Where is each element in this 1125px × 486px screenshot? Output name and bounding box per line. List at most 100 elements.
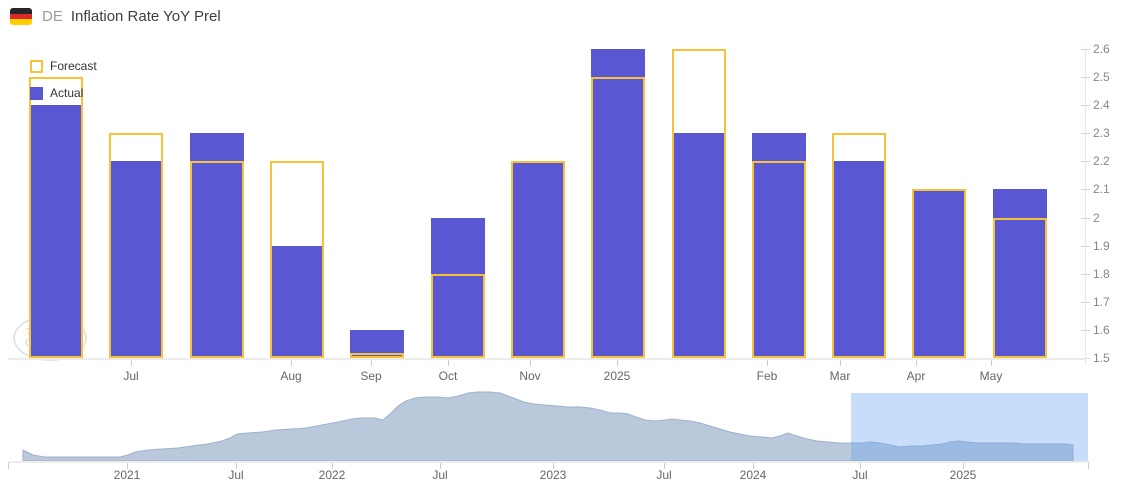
actual-bar[interactable] bbox=[912, 189, 967, 358]
y-axis-tick bbox=[1081, 329, 1090, 331]
y-axis-label: 1.7 bbox=[1093, 294, 1110, 309]
y-axis-label: 1.5 bbox=[1093, 351, 1110, 365]
actual-bar[interactable] bbox=[430, 217, 485, 358]
actual-bar[interactable] bbox=[109, 161, 164, 358]
x-axis-tick bbox=[371, 360, 372, 366]
y-axis-tick bbox=[1081, 105, 1090, 107]
y-axis-line bbox=[1085, 47, 1086, 364]
navigator-axis-label: Jul bbox=[656, 468, 672, 482]
navigator-axis-end-tick bbox=[8, 463, 9, 469]
forecast-bar[interactable] bbox=[992, 217, 1047, 358]
actual-bar[interactable] bbox=[591, 48, 646, 358]
actual-bar[interactable] bbox=[510, 161, 565, 358]
actual-bar[interactable] bbox=[751, 133, 806, 358]
x-axis-label: 2025 bbox=[603, 369, 631, 383]
y-axis-label: 1.8 bbox=[1093, 266, 1110, 281]
range-navigator[interactable]: 2021 Jul 2022 Jul 2023 Jul 2024 Jul 2025 bbox=[0, 390, 1125, 486]
navigator-axis-tick bbox=[963, 463, 964, 469]
actual-bar[interactable] bbox=[189, 133, 244, 358]
y-axis-label: 1.6 bbox=[1093, 322, 1110, 337]
actual-bar[interactable] bbox=[832, 161, 887, 358]
legend-item-actual[interactable]: Actual bbox=[30, 86, 99, 100]
forecast-bar[interactable] bbox=[430, 273, 485, 358]
forecast-bar[interactable] bbox=[832, 133, 887, 358]
y-axis-tick bbox=[1081, 48, 1090, 50]
navigator-area[interactable] bbox=[22, 391, 1074, 462]
y-axis-tick bbox=[1081, 217, 1090, 219]
y-axis-tick bbox=[1081, 161, 1090, 163]
x-axis-label: Sep bbox=[360, 369, 382, 383]
navigator-axis-label: 2024 bbox=[739, 468, 767, 482]
navigator-axis-end-tick bbox=[1088, 463, 1089, 469]
navigator-axis-tick bbox=[332, 463, 333, 469]
y-axis-label: 2.2 bbox=[1093, 154, 1110, 169]
actual-bar[interactable] bbox=[29, 105, 84, 358]
x-axis-label: Oct bbox=[438, 369, 458, 383]
chart-header: DE Inflation Rate YoY Prel bbox=[10, 8, 221, 25]
x-axis-tick bbox=[448, 360, 449, 366]
y-axis-tick bbox=[1081, 189, 1090, 191]
x-axis-tick bbox=[617, 360, 618, 366]
forecast-bar[interactable] bbox=[671, 48, 726, 358]
y-axis-label: 2.5 bbox=[1093, 70, 1110, 84]
x-axis-tick bbox=[767, 360, 768, 366]
x-axis-tick bbox=[840, 360, 841, 366]
navigator-axis-label: 2025 bbox=[949, 468, 977, 482]
y-axis-label: 2 bbox=[1093, 210, 1100, 225]
forecast-bar[interactable] bbox=[350, 353, 405, 358]
navigator-axis-line bbox=[8, 461, 1090, 463]
navigator-axis-label: 2021 bbox=[113, 468, 141, 482]
page-title: Inflation Rate YoY Prel bbox=[70, 8, 221, 25]
forecast-bar[interactable] bbox=[189, 161, 244, 358]
forecast-bar[interactable] bbox=[751, 161, 806, 358]
y-axis-label: 2.1 bbox=[1093, 182, 1110, 197]
x-axis-tick bbox=[291, 360, 292, 366]
bar-series-container bbox=[16, 0, 1060, 358]
y-axis-label: 2.4 bbox=[1093, 98, 1110, 113]
y-axis-tick bbox=[1081, 273, 1090, 275]
forecast-bar[interactable] bbox=[510, 161, 565, 358]
legend-forecast-label: Forecast bbox=[50, 59, 97, 73]
legend-actual-label: Actual bbox=[50, 86, 84, 100]
navigator-axis-label: Jul bbox=[228, 468, 244, 482]
navigator-axis-tick bbox=[440, 463, 441, 469]
navigator-axis-tick bbox=[553, 463, 554, 469]
navigator-axis-label: 2023 bbox=[539, 468, 567, 482]
navigator-axis-tick bbox=[753, 463, 754, 469]
navigator-axis-tick bbox=[860, 463, 861, 469]
navigator-axis-tick bbox=[127, 463, 128, 469]
x-axis-label: Apr bbox=[906, 369, 926, 383]
y-axis-tick bbox=[1081, 301, 1090, 303]
x-axis-tick bbox=[131, 360, 132, 366]
actual-bar[interactable] bbox=[671, 133, 726, 358]
x-axis-tick bbox=[991, 360, 992, 366]
forecast-bar[interactable] bbox=[591, 77, 646, 358]
x-axis-label: Mar bbox=[829, 369, 851, 383]
navigator-axis-tick bbox=[236, 463, 237, 469]
germany-flag-icon bbox=[10, 8, 32, 25]
y-axis-tick bbox=[1081, 245, 1090, 247]
x-axis-line bbox=[8, 358, 1086, 360]
y-axis-tick bbox=[1081, 133, 1090, 135]
forecast-bar[interactable] bbox=[912, 189, 967, 358]
forecast-bar[interactable] bbox=[270, 161, 324, 358]
actual-bar[interactable] bbox=[270, 245, 324, 358]
navigator-axis-label: 2022 bbox=[318, 468, 346, 482]
x-axis-tick bbox=[530, 360, 531, 366]
country-code: DE bbox=[42, 8, 63, 25]
actual-swatch-icon bbox=[30, 86, 43, 100]
y-axis-label: 1.9 bbox=[1093, 238, 1110, 253]
y-axis-tick bbox=[1081, 77, 1090, 78]
x-axis-tick bbox=[916, 360, 917, 366]
navigator-axis-label: Jul bbox=[432, 468, 448, 482]
x-axis-label: Aug bbox=[280, 369, 302, 383]
legend: Forecast Actual bbox=[30, 59, 99, 113]
forecast-swatch-icon bbox=[30, 59, 43, 73]
forecast-bar[interactable] bbox=[109, 133, 164, 358]
forecast-bar[interactable] bbox=[29, 77, 84, 358]
legend-item-forecast[interactable]: Forecast bbox=[30, 59, 99, 73]
navigator-area-chart[interactable] bbox=[0, 390, 1125, 486]
navigator-selection[interactable] bbox=[851, 393, 1088, 461]
